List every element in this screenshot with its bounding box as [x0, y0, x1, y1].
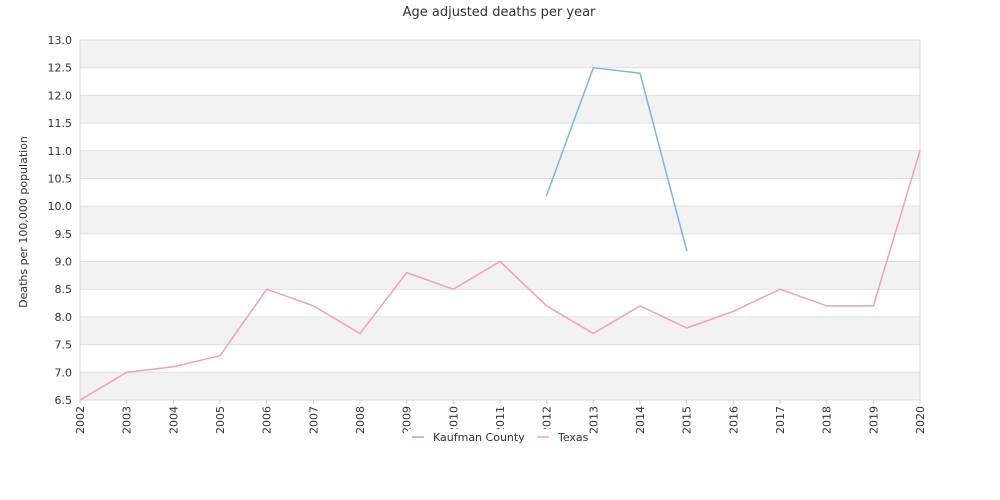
series-lines: [79, 66, 921, 401]
y-tick-label: 7.0: [55, 366, 73, 379]
x-tick-label: 2011: [494, 406, 507, 434]
plot-band: [80, 261, 920, 290]
x-tick-label: 2004: [167, 406, 180, 434]
y-tick-label: 9.5: [55, 228, 73, 241]
y-tick-label: 7.5: [55, 339, 73, 352]
plot-band: [80, 95, 920, 124]
y-tick-label: 10.0: [48, 200, 73, 213]
x-tick-label: 2020: [914, 406, 927, 434]
y-tick-label: 12.0: [48, 89, 73, 102]
x-tick-label: 2007: [307, 406, 320, 434]
y-tick-label: 11.5: [48, 117, 73, 130]
y-tick-label: 6.5: [55, 394, 73, 407]
plot-band: [80, 206, 920, 234]
x-tick-label: 2006: [261, 406, 274, 434]
chart-title: Age adjusted deaths per year: [403, 5, 596, 20]
x-tick-label: 2016: [727, 406, 740, 434]
x-tick-label: 2019: [867, 406, 880, 434]
plot-band: [80, 316, 920, 345]
y-tick-label: 10.5: [48, 172, 73, 185]
x-tick-label: 2009: [401, 406, 414, 434]
legend: Kaufman County Texas: [408, 429, 589, 444]
legend-item-bg: [408, 429, 524, 443]
legend-label[interactable]: Texas: [557, 431, 589, 444]
y-tick-label: 12.5: [48, 62, 73, 75]
x-tick-label: 2002: [74, 406, 87, 434]
x-axis-ticks: 2002 2003 2004 2005 2006 2007 2008 2009 2010 2011…: [74, 400, 927, 434]
y-tick-label: 13.0: [48, 34, 73, 47]
y-tick-label: 8.0: [55, 311, 73, 324]
series-line-kaufman-county: [545, 66, 688, 252]
x-tick-label: 2014: [634, 406, 647, 434]
y-tick-label: 11.0: [48, 145, 73, 158]
x-tick-label: 2017: [774, 406, 787, 434]
x-tick-label: 2018: [821, 406, 834, 434]
x-tick-label: 2003: [121, 406, 134, 434]
x-tick-label: 2005: [214, 406, 227, 434]
x-tick-label: 2008: [354, 406, 367, 434]
series-line-texas: [79, 150, 921, 401]
y-axis-label: Deaths per 100,000 population: [17, 136, 30, 308]
x-tick-label: 2012: [541, 406, 554, 434]
x-tick-label: 2013: [587, 406, 600, 434]
plot-band: [80, 40, 920, 68]
plot-band: [80, 372, 920, 400]
y-axis-ticks: 6.5 7.0 7.5 8.0 8.5 9.0 9.5 10.0 10.5 11.0 11.5 12.…: [48, 34, 73, 407]
plot-bands: [80, 40, 920, 400]
legend-item-bg: [533, 429, 589, 443]
y-tick-label: 9.0: [55, 256, 73, 269]
plot-band: [80, 150, 920, 179]
x-tick-label: 2010: [447, 406, 460, 434]
y-tick-label: 8.5: [55, 283, 73, 296]
x-tick-label: 2015: [681, 406, 694, 434]
legend-label[interactable]: Kaufman County: [433, 431, 525, 444]
